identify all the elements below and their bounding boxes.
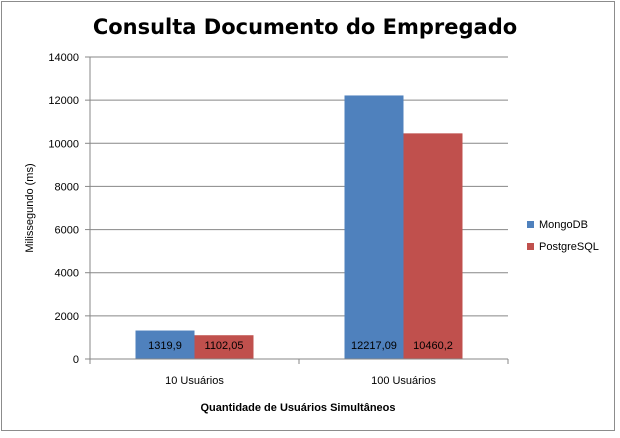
x-tick-labels: 10 Usuários 100 Usuários [165,375,436,387]
bars [135,95,463,360]
data-label: 10460,2 [413,340,453,352]
y-tick-label: 6000 [55,225,79,237]
legend-label-postgresql: PostgreSQL [539,241,599,253]
legend-swatch-postgresql [527,243,534,250]
data-label: 12217,09 [351,340,397,352]
y-axis-label: Milissegundo (ms) [24,163,36,252]
y-tick-label: 14000 [48,52,79,64]
legend: MongoDB PostgreSQL [527,219,599,253]
y-tick-label: 0 [73,354,79,366]
data-labels: 1319,9 1102,05 12217,09 10460,2 [148,340,453,352]
y-tick-label: 4000 [55,268,79,280]
legend-swatch-mongodb [527,221,534,228]
legend-label-mongodb: MongoDB [539,219,588,231]
data-label: 1102,05 [205,340,244,352]
x-axis-label: Quantidade de Usuários Simultâneos [201,402,396,414]
y-tick-label: 10000 [48,138,79,150]
x-tick-label: 10 Usuários [165,375,224,387]
bar-mongodb-1 [135,330,195,359]
y-tick-labels: 0 2000 4000 6000 8000 10000 12000 14000 [48,52,79,366]
y-tick-label: 8000 [55,181,79,193]
y-tick-label: 12000 [48,95,79,107]
chart-title: Consulta Documento do Empregado [93,15,517,39]
data-label: 1319,9 [148,340,182,352]
bar-mongodb-2 [344,95,404,360]
axes [85,56,509,364]
bar-postgresql-1 [194,335,254,359]
y-tick-label: 2000 [55,311,79,323]
bar-postgresql-2 [403,133,463,359]
x-tick-label: 100 Usuários [371,375,436,387]
